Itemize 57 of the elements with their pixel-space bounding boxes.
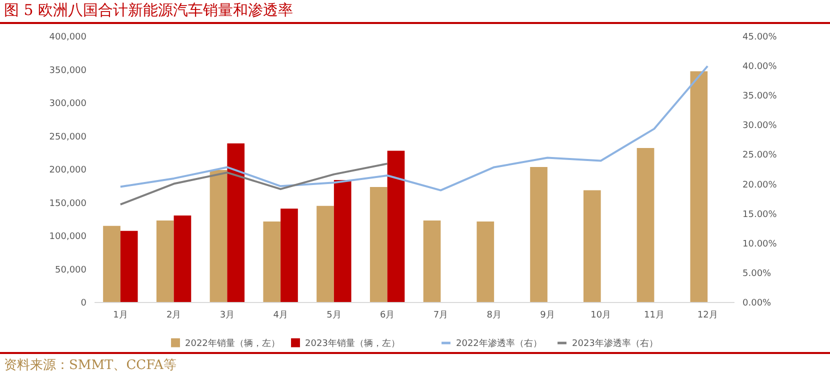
bar	[120, 230, 138, 302]
x-tick-label: 2月	[166, 310, 182, 320]
y-tick-label: 200,000	[49, 166, 87, 176]
bar	[530, 167, 548, 302]
x-tick-label: 12月	[697, 310, 718, 320]
bar	[103, 226, 120, 302]
x-tick-label: 10月	[590, 310, 612, 320]
x-tick-label: 6月	[380, 310, 395, 320]
x-tick-label: 4月	[273, 310, 288, 320]
bar	[174, 216, 192, 302]
y2-tick-label: 30.00%	[742, 121, 778, 132]
legend-label: 2022年渗透率（右）	[456, 338, 542, 349]
y-tick-label: 0	[80, 298, 87, 308]
x-tick-label: 3月	[220, 310, 235, 320]
x-tick-label: 11月	[644, 310, 664, 320]
y2-tick-label: 35.00%	[742, 92, 778, 102]
x-tick-label: 8月	[486, 310, 502, 320]
y-tick-label: 300,000	[49, 99, 87, 109]
y2-tick-label: 15.00%	[742, 210, 778, 220]
x-tick-label: 9月	[540, 310, 555, 320]
x-tick-label: 7月	[433, 310, 448, 320]
bar	[156, 220, 174, 302]
y2-tick-label: 40.00%	[742, 62, 778, 72]
chart-title: 图 5 欧洲八国合计新能源汽车销量和渗透率	[0, 0, 830, 24]
bar	[316, 206, 334, 302]
x-tick-label: 1月	[113, 310, 128, 320]
text: 资料来源：SMMT、CCFA等	[0, 352, 830, 374]
bar	[423, 220, 441, 302]
bar	[370, 186, 388, 302]
bar	[210, 170, 228, 302]
y-tick-label: 150,000	[49, 198, 87, 209]
y2-tick-label: 5.00%	[742, 268, 772, 279]
line-series	[119, 162, 388, 206]
y2-tick-label: 0.00%	[742, 298, 772, 308]
bar	[263, 222, 281, 302]
y2-tick-label: 25.00%	[742, 150, 778, 161]
bar	[280, 208, 298, 302]
y2-tick-label: 10.00%	[742, 239, 778, 250]
bar	[476, 222, 494, 302]
y-tick-label: 400,000	[49, 32, 87, 42]
bar	[334, 180, 352, 302]
y-tick-label: 50,000	[55, 265, 87, 276]
legend-label: 2022年销量（辆，左）	[185, 338, 280, 349]
legend-label: 2023年销量（辆，左）	[305, 338, 400, 349]
line-series	[119, 65, 709, 192]
bar	[387, 150, 405, 302]
bar	[227, 143, 245, 302]
x-tick-label: 5月	[326, 310, 342, 320]
y2-tick-label: 45.00%	[742, 32, 778, 42]
y-tick-label: 100,000	[49, 232, 87, 242]
bar	[636, 148, 654, 302]
y-tick-label: 250,000	[49, 132, 87, 142]
legend-label: 2023年渗透率（右）	[572, 338, 658, 349]
y2-tick-label: 20.00%	[742, 180, 778, 190]
y-tick-label: 350,000	[49, 66, 87, 76]
bar	[583, 190, 601, 302]
bar	[690, 71, 708, 302]
